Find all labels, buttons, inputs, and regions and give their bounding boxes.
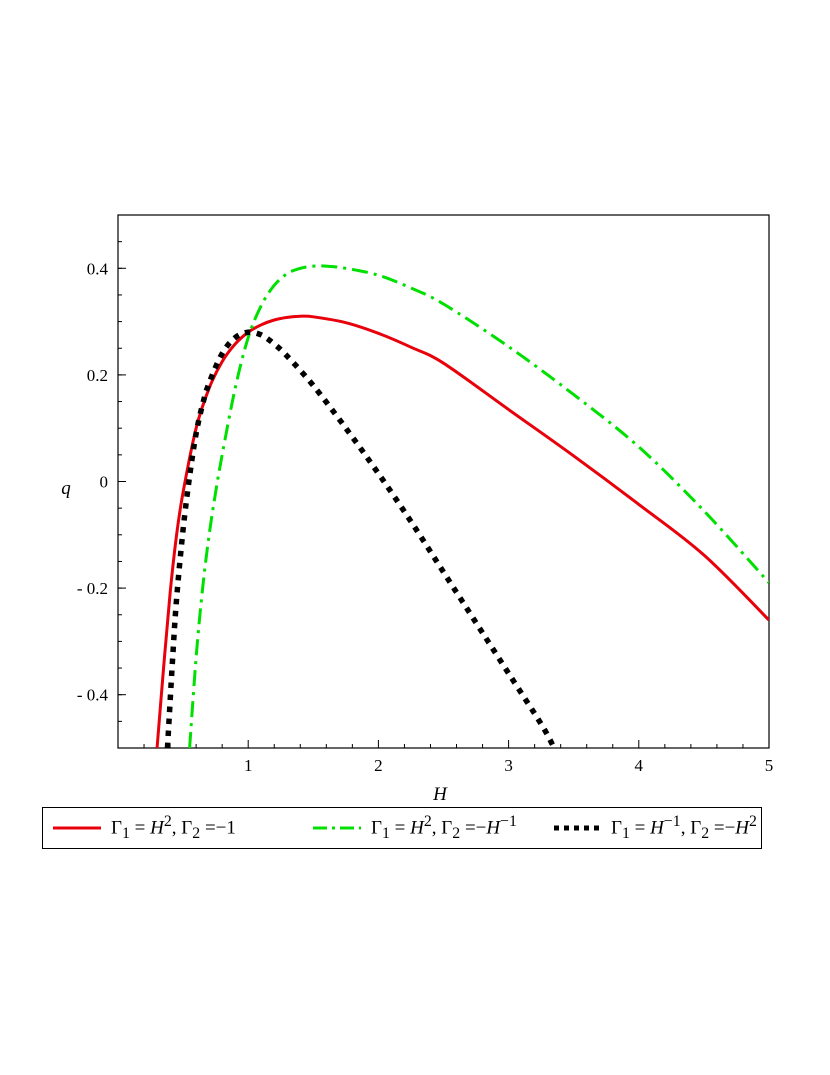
legend: Γ1 = H2, Γ2 =−1 Γ1 = H2, Γ2 =−H−1 Γ1 = H… [42,807,762,849]
series-layer [155,264,769,748]
x-tick-label: 1 [244,756,253,775]
legend-swatch-dashdot [313,826,361,830]
axis-ticks: 1 2 3 4 5 0.4 0.2 0 - 0.2 - 0.4 [77,241,774,775]
y-tick-label: 0 [100,473,109,492]
legend-label: Γ1 = H2, Γ2 =−1 [111,812,236,843]
y-tick-label: - 0.4 [77,686,109,705]
legend-item-1: Γ1 = H2, Γ2 =−1 [51,808,236,848]
series-line-3 [164,329,557,748]
y-tick-label: - 0.2 [77,579,108,598]
series-line-2 [188,264,769,748]
chart: 1 2 3 4 5 0.4 0.2 0 - 0.2 - 0.4 H q [61,214,774,800]
legend-swatch-dotted [554,825,601,831]
x-tick-label: 4 [635,756,644,775]
x-tick-label: 5 [765,756,774,775]
plot-frame [117,214,770,749]
legend-swatch-solid [53,826,101,830]
y-tick-label: 0.4 [87,259,109,278]
series-line-1 [155,314,769,748]
legend-item-2: Γ1 = H2, Γ2 =−H−1 [311,808,517,848]
x-tick-label: 3 [504,756,513,775]
legend-label: Γ1 = H−1, Γ2 =−H2 [611,812,757,843]
x-axis-label: H [432,784,448,800]
x-tick-label: 2 [374,756,383,775]
y-tick-label: 0.2 [87,366,108,385]
legend-label: Γ1 = H2, Γ2 =−H−1 [371,812,517,843]
legend-item-3: Γ1 = H−1, Γ2 =−H2 [551,808,757,848]
y-axis-label: q [61,478,71,499]
